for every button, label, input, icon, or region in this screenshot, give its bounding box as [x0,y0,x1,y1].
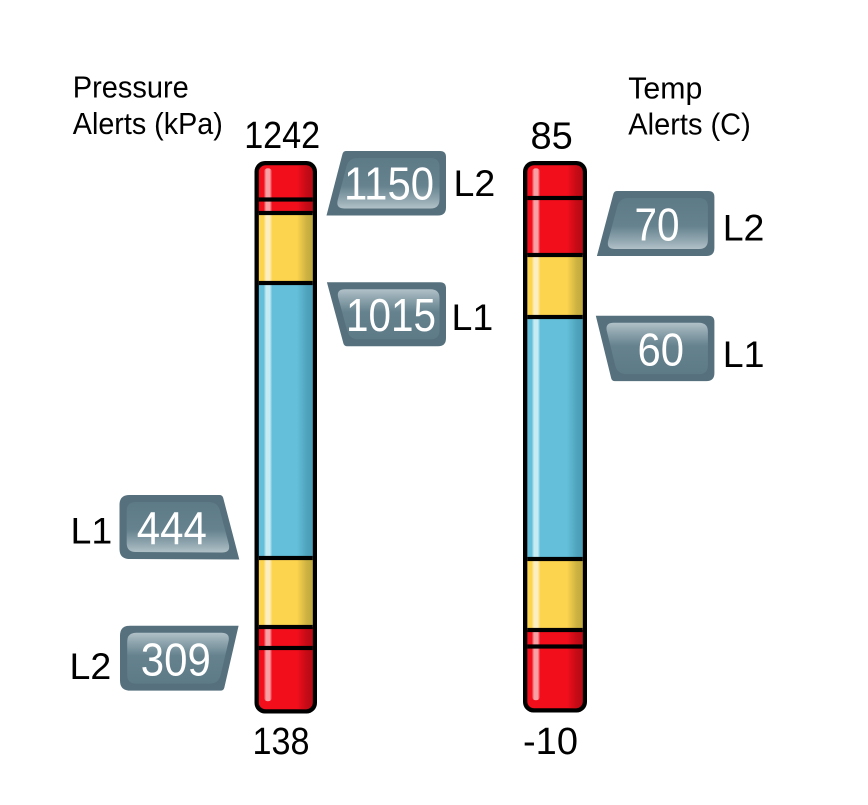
svg-text:138: 138 [253,721,310,763]
svg-text:444: 444 [137,502,207,554]
svg-text:1242: 1242 [244,115,320,157]
svg-text:L1: L1 [71,510,113,552]
svg-text:L2: L2 [723,207,765,249]
svg-text:85: 85 [531,115,573,157]
svg-text:Temp: Temp [628,70,702,105]
svg-text:Pressure: Pressure [73,69,189,104]
svg-text:60: 60 [638,323,685,375]
svg-text:-10: -10 [523,721,578,763]
svg-text:70: 70 [635,198,680,250]
svg-text:L2: L2 [454,162,496,204]
svg-text:L1: L1 [452,296,494,338]
svg-text:L1: L1 [723,333,765,375]
svg-text:L2: L2 [70,645,112,687]
svg-text:1150: 1150 [344,158,434,210]
svg-text:309: 309 [141,633,211,685]
svg-text:Alerts (kPa): Alerts (kPa) [73,106,223,141]
svg-text:1015: 1015 [346,289,436,341]
svg-text:Alerts (C): Alerts (C) [628,107,751,142]
